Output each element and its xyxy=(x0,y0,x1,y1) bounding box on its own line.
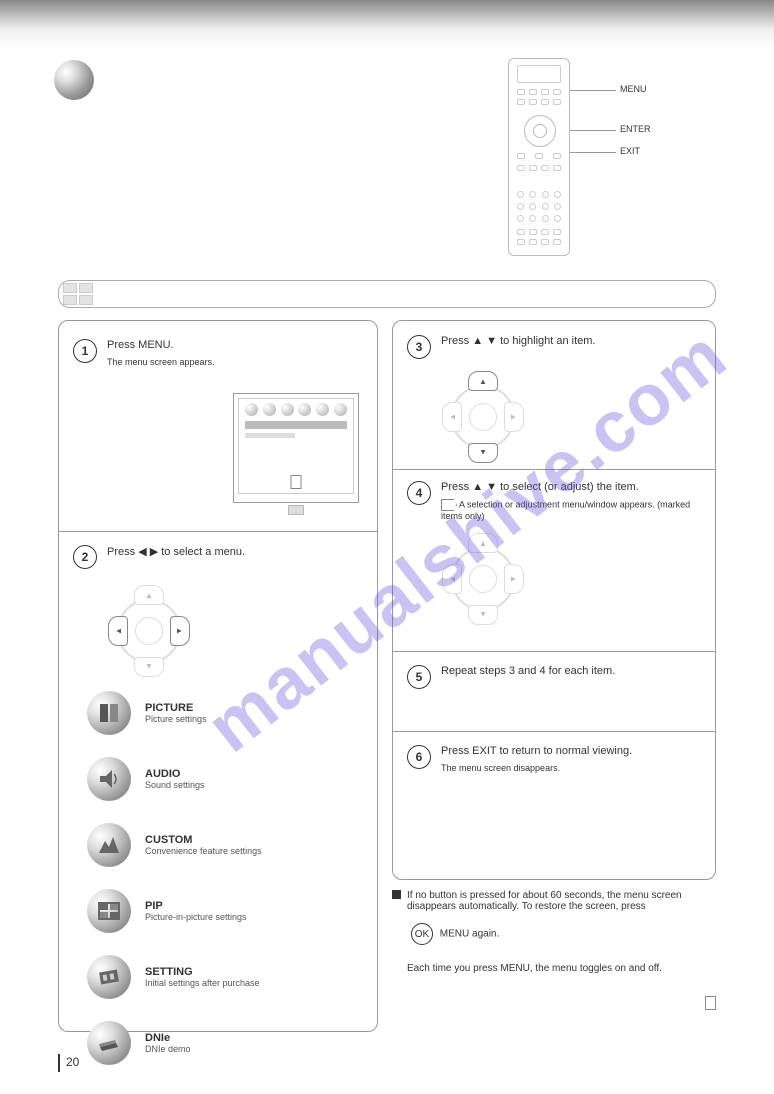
setting-icon xyxy=(87,955,131,999)
step-text: Repeat steps 3 and 4 for each item. xyxy=(441,665,701,677)
menu-desc: Initial settings after purchase xyxy=(145,978,260,988)
step-number: 6 xyxy=(407,745,431,769)
note-extra: Each time you press MENU, the menu toggl… xyxy=(407,963,716,974)
left-column: 1 Press MENU. The menu screen appears. 2… xyxy=(58,320,378,1032)
step-3: 3 Press to highlight an item. xyxy=(407,335,701,359)
step-text: Press MENU. xyxy=(107,339,363,351)
marker-icon xyxy=(705,996,716,1010)
step-subtext: The menu screen disappears. xyxy=(441,763,701,773)
arrow-left-icon xyxy=(138,546,146,558)
dpad-graphic: ▲ ▲ ▲ ▲ xyxy=(103,585,195,677)
callout-leader xyxy=(570,90,616,91)
page-description xyxy=(58,120,458,210)
ok-button-icon: OK xyxy=(411,923,433,945)
pip-icon xyxy=(87,889,131,933)
footnote-block: If no button is pressed for about 60 sec… xyxy=(392,890,716,1010)
menu-item-picture: PICTURE Picture settings xyxy=(87,691,363,735)
callout-leader xyxy=(570,130,616,131)
step-6: 6 Press EXIT to return to normal viewing… xyxy=(407,745,701,773)
callout-leader xyxy=(570,152,616,153)
menu-label: CUSTOM xyxy=(145,834,262,846)
page-header-gradient xyxy=(0,0,774,48)
menu-label: AUDIO xyxy=(145,768,205,780)
step-1: 1 Press MENU. The menu screen appears. xyxy=(73,339,363,367)
arrow-down-icon xyxy=(486,335,497,347)
step-text-tail: to select (or adjust) the item. xyxy=(500,481,639,493)
step-text-tail: to highlight an item. xyxy=(500,335,595,347)
section-heading-bar: Setting xyxy=(58,280,716,308)
title-sphere-icon xyxy=(54,60,94,100)
arrow-up-icon xyxy=(472,481,483,493)
step-text-lead: Press xyxy=(441,481,469,493)
step-text-lead: Press xyxy=(107,546,135,558)
remote-callout-exit: EXIT xyxy=(620,146,640,156)
menu-label: PICTURE xyxy=(145,702,207,714)
menu-desc: Picture-in-picture settings xyxy=(145,912,247,922)
step-4: 4 Press to select (or adjust) the item. … xyxy=(407,481,701,521)
step-text-lead: Press xyxy=(441,335,469,347)
menu-desc: Picture settings xyxy=(145,714,207,724)
dpad-graphic: ▲ ▲ ▲ ▲ xyxy=(437,371,529,463)
menu-item-custom: CUSTOM Convenience feature settings xyxy=(87,823,363,867)
note-lead: If no button is pressed for about 60 sec… xyxy=(407,890,682,912)
remote-control-graphic xyxy=(508,58,570,256)
section-grid-icon xyxy=(63,283,93,305)
step-5: 5 Repeat steps 3 and 4 for each item. xyxy=(407,665,701,689)
dpad-graphic: ▲ ▲ ▲ ▲ xyxy=(437,533,529,625)
menu-label: SETTING xyxy=(145,966,260,978)
step-number: 2 xyxy=(73,545,97,569)
custom-icon xyxy=(87,823,131,867)
menu-desc: Sound settings xyxy=(145,780,205,790)
menu-icon-list: PICTURE Picture settings AUDIO Sound set… xyxy=(87,691,363,1087)
menu-label: PIP xyxy=(145,900,247,912)
menu-desc: DNIe demo xyxy=(145,1044,191,1054)
page-number: 20 xyxy=(58,1054,79,1072)
arrow-down-icon xyxy=(486,481,497,493)
step-text-tail: to select a menu. xyxy=(161,546,245,558)
step-2: 2 Press to select a menu. xyxy=(73,545,363,569)
menu-item-audio: AUDIO Sound settings xyxy=(87,757,363,801)
bullet-square-icon xyxy=(392,890,401,899)
page-title: On-screen menu operation xyxy=(104,58,464,108)
picture-icon xyxy=(87,691,131,735)
remote-callout-menu: MENU xyxy=(620,84,647,94)
step-number: 1 xyxy=(73,339,97,363)
note-tail: MENU again. xyxy=(440,929,499,940)
step-number: 3 xyxy=(407,335,431,359)
menu-item-dnie: DNIe DNIe demo xyxy=(87,1021,363,1065)
right-column: 3 Press to highlight an item. ▲ ▲ ▲ ▲ 4 xyxy=(392,320,716,880)
dnie-icon xyxy=(87,1021,131,1065)
step-number: 4 xyxy=(407,481,431,505)
label-tag-icon xyxy=(441,499,457,511)
step-subtext: The menu screen appears. xyxy=(107,357,363,367)
tv-preview-graphic xyxy=(233,393,359,527)
step-number: 5 xyxy=(407,665,431,689)
arrow-right-icon xyxy=(150,546,158,558)
menu-item-setting: SETTING Initial settings after purchase xyxy=(87,955,363,999)
arrow-up-icon xyxy=(472,335,483,347)
menu-item-pip: PIP Picture-in-picture settings xyxy=(87,889,363,933)
menu-label: DNIe xyxy=(145,1032,191,1044)
audio-icon xyxy=(87,757,131,801)
section-heading-label: Setting xyxy=(103,287,140,301)
step-note: A selection or adjustment menu/window ap… xyxy=(441,499,690,521)
step-text: Press EXIT to return to normal viewing. xyxy=(441,745,701,757)
menu-desc: Convenience feature settings xyxy=(145,846,262,856)
remote-callout-enter: ENTER xyxy=(620,124,651,134)
